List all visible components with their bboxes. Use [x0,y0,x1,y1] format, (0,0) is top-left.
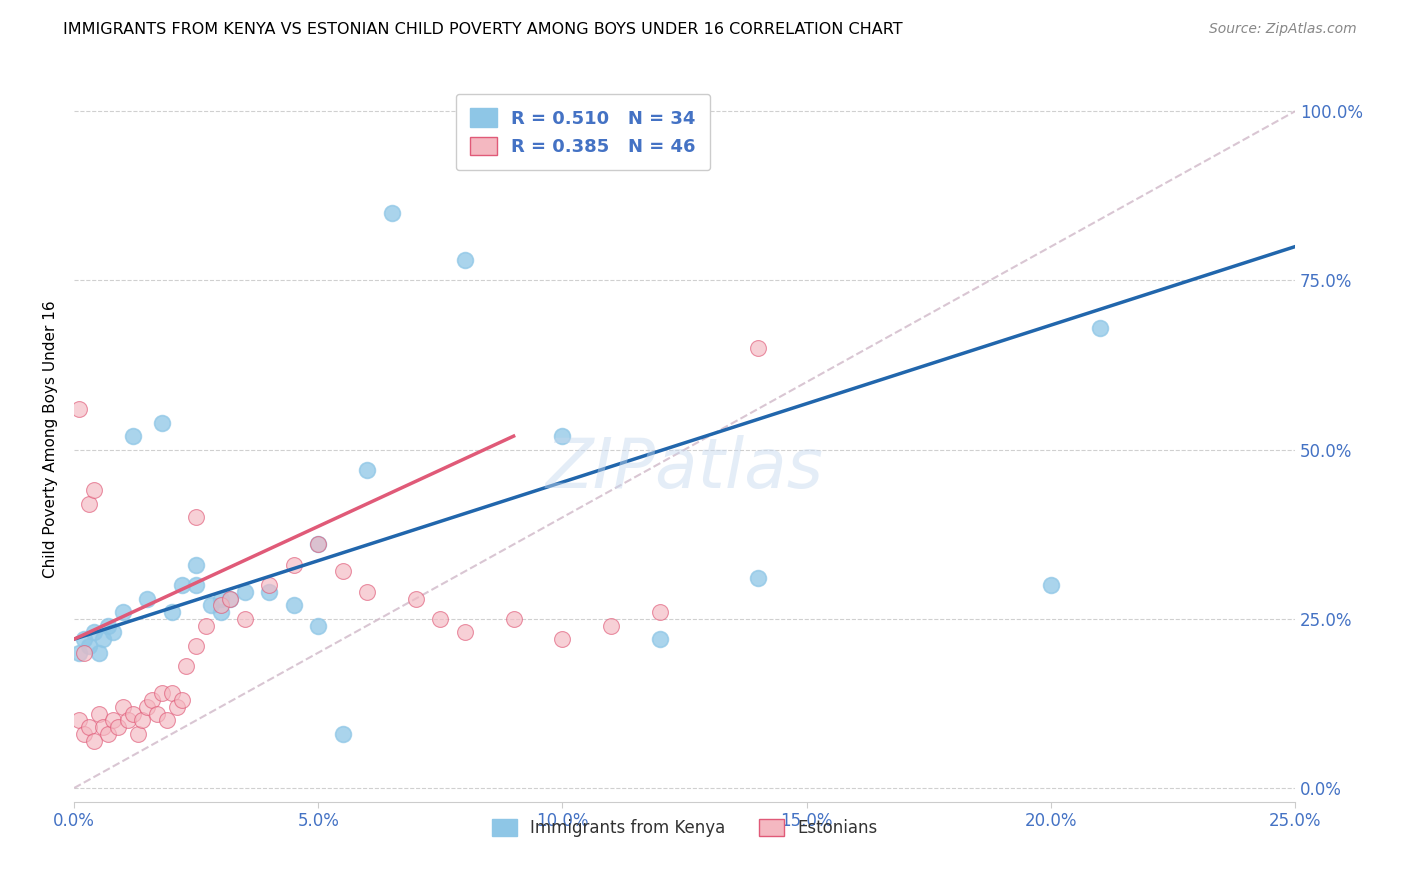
Point [186,578,208,592]
Point [209,591,232,606]
Point [83,483,105,498]
Point [93,632,115,647]
Point [127,727,149,741]
Point [747,341,769,355]
Point [1039,578,1062,592]
Y-axis label: Child Poverty Among Boys Under 16: Child Poverty Among Boys Under 16 [44,301,58,578]
Point [551,632,574,647]
Point [332,565,354,579]
Point [186,510,208,524]
Point [73,646,96,660]
Point [131,714,153,728]
Point [176,659,198,673]
Point [380,206,402,220]
Point [233,584,256,599]
Point [170,693,193,707]
Point [332,727,354,741]
Point [77,497,100,511]
Point [166,699,188,714]
Point [194,618,217,632]
Point [136,699,159,714]
Point [77,639,100,653]
Point [307,537,329,551]
Point [83,625,105,640]
Point [93,720,115,734]
Point [650,605,672,619]
Point [160,686,183,700]
Point [259,584,281,599]
Point [87,706,110,721]
Text: IMMIGRANTS FROM KENYA VS ESTONIAN CHILD POVERTY AMONG BOYS UNDER 16 CORRELATION : IMMIGRANTS FROM KENYA VS ESTONIAN CHILD … [63,22,903,37]
Point [156,714,179,728]
Point [747,571,769,585]
Text: Source: ZipAtlas.com: Source: ZipAtlas.com [1209,22,1357,37]
Point [650,632,672,647]
Point [141,693,163,707]
Point [200,599,222,613]
Point [67,646,90,660]
Point [209,599,232,613]
Point [170,578,193,592]
Text: ZIPatlas: ZIPatlas [546,435,824,502]
Point [136,591,159,606]
Point [107,720,129,734]
Point [97,727,120,741]
Point [87,646,110,660]
Point [454,625,477,640]
Point [429,612,451,626]
Point [454,253,477,268]
Point [111,699,134,714]
Point [101,625,124,640]
Point [160,605,183,619]
Point [67,402,90,417]
Point [307,618,329,632]
Point [121,706,143,721]
Point [405,591,427,606]
Point [150,686,173,700]
Point [146,706,169,721]
Point [283,599,305,613]
Point [219,591,242,606]
Point [307,537,329,551]
Point [259,578,281,592]
Point [600,618,623,632]
Point [233,612,256,626]
Point [186,639,208,653]
Point [97,618,120,632]
Point [1088,321,1111,335]
Point [209,605,232,619]
Point [111,605,134,619]
Point [77,720,100,734]
Point [551,429,574,443]
Point [150,416,173,430]
Point [73,727,96,741]
Point [67,714,90,728]
Point [83,733,105,747]
Point [101,714,124,728]
Point [356,584,378,599]
Point [356,463,378,477]
Point [186,558,208,572]
Point [117,714,139,728]
Point [73,632,96,647]
Point [502,612,524,626]
Legend: Immigrants from Kenya, Estonians: Immigrants from Kenya, Estonians [485,813,884,844]
Point [121,429,143,443]
Point [283,558,305,572]
Point [219,591,242,606]
